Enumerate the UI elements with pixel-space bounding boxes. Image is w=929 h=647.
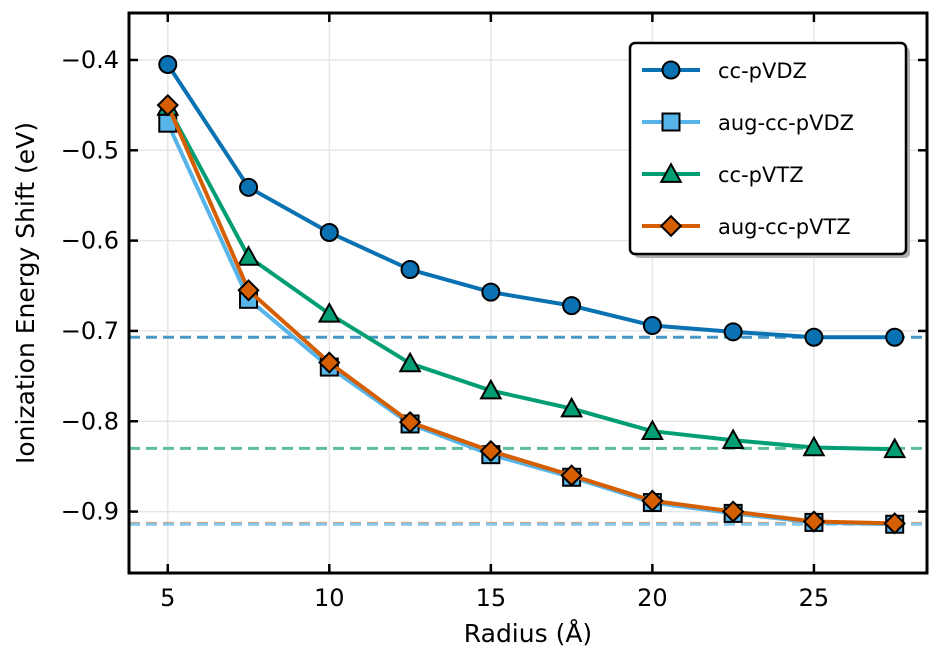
series-aug-cc-pVTZ <box>156 93 906 535</box>
legend-label: aug-cc-pVDZ <box>718 111 854 135</box>
data-point <box>479 378 503 400</box>
reference-lines <box>129 335 927 526</box>
data-point <box>237 245 261 266</box>
data-point <box>560 396 584 418</box>
legend-marker <box>661 112 681 132</box>
data-point <box>481 282 501 302</box>
legend-entry: cc-pVTZ <box>642 162 804 187</box>
data-point <box>560 464 583 487</box>
data-point <box>640 419 664 441</box>
data-point <box>158 54 178 74</box>
data-point <box>398 410 422 434</box>
legend-label: cc-pVTZ <box>718 163 804 187</box>
y-tick-label: −0.7 <box>61 317 119 345</box>
data-point <box>723 322 743 342</box>
legend-entries: cc-pVDZ aug-cc-pVDZ cc-pVTZ aug-cc-pVTZ <box>642 59 854 239</box>
legend-box <box>628 41 908 256</box>
x-tick-label: 20 <box>637 584 668 612</box>
y-tick-label: −0.5 <box>61 136 119 164</box>
x-tick-label: 5 <box>160 584 175 612</box>
data-point <box>885 327 905 347</box>
series-line <box>165 104 895 526</box>
legend-entry: aug-cc-pVDZ <box>642 111 854 135</box>
x-tick-label: 15 <box>476 584 507 612</box>
data-point <box>802 510 826 533</box>
data-point <box>804 327 824 347</box>
legend: cc-pVDZ aug-cc-pVDZ cc-pVTZ aug-cc-pVTZ <box>628 41 910 258</box>
x-tick-label: 25 <box>799 584 830 612</box>
legend-marker <box>659 162 683 183</box>
data-point <box>318 351 341 374</box>
data-point <box>239 177 259 197</box>
data-point <box>883 512 906 535</box>
ticks: 5 10 15 20 25 −0.4 −0.5 −0.6 −0.7 −0.8 −0.9 <box>61 13 927 612</box>
data-point <box>237 279 260 302</box>
plot-frame <box>127 11 929 575</box>
y-tick-label: −0.4 <box>61 46 119 74</box>
legend-entry: aug-cc-pVTZ <box>642 214 851 239</box>
x-axis-title: Radius (Å) <box>464 619 592 647</box>
legend-label: aug-cc-pVTZ <box>718 215 851 239</box>
data-point <box>802 435 826 457</box>
series-line <box>166 105 895 452</box>
data-point <box>562 296 582 316</box>
y-tick-label: −0.8 <box>61 407 119 435</box>
grid <box>129 13 927 573</box>
series-line <box>166 63 895 340</box>
data-point <box>721 500 745 523</box>
x-tick-label: 10 <box>314 584 345 612</box>
data-point <box>398 351 422 373</box>
data-point <box>641 489 664 512</box>
data-point <box>400 260 420 280</box>
data-point <box>317 301 341 323</box>
y-tick-label: −0.9 <box>61 498 119 526</box>
series-cc-pVDZ <box>158 54 905 347</box>
data-point <box>319 222 339 242</box>
y-tick-label: −0.6 <box>61 227 119 255</box>
series-layer <box>156 54 907 535</box>
legend-marker <box>661 60 681 80</box>
legend-entry: cc-pVDZ <box>642 59 807 83</box>
legend-label: cc-pVDZ <box>718 59 807 83</box>
data-point <box>883 437 907 459</box>
data-point <box>721 428 745 450</box>
data-point <box>156 93 179 117</box>
y-axis-title: Ionization Energy Shift (eV) <box>11 122 40 464</box>
legend-marker <box>659 214 683 238</box>
data-point <box>642 316 662 336</box>
data-point <box>479 439 503 463</box>
